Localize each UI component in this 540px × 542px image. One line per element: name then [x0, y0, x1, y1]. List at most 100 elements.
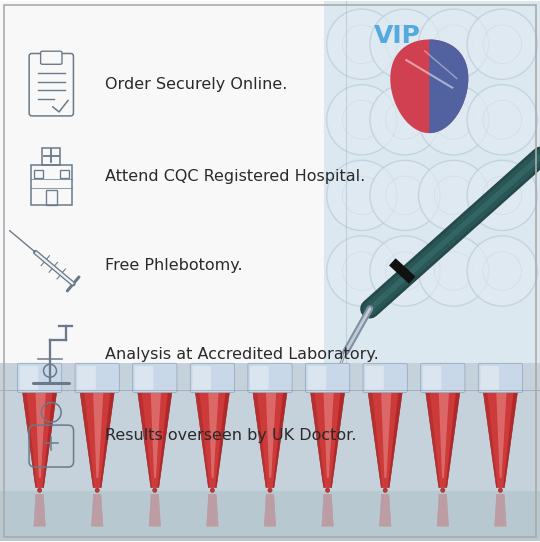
Polygon shape — [438, 391, 449, 478]
Circle shape — [327, 236, 397, 306]
Polygon shape — [138, 391, 152, 488]
Polygon shape — [322, 494, 334, 526]
FancyBboxPatch shape — [478, 363, 523, 392]
Circle shape — [418, 85, 489, 155]
Polygon shape — [495, 494, 507, 526]
FancyBboxPatch shape — [0, 1, 324, 541]
Polygon shape — [195, 391, 230, 488]
Polygon shape — [379, 494, 391, 526]
Polygon shape — [195, 391, 210, 488]
Polygon shape — [388, 391, 402, 488]
Polygon shape — [266, 391, 276, 478]
Polygon shape — [80, 391, 94, 488]
Circle shape — [498, 488, 503, 492]
Circle shape — [327, 9, 397, 79]
FancyBboxPatch shape — [481, 366, 499, 390]
Polygon shape — [496, 391, 507, 478]
Polygon shape — [33, 494, 45, 526]
Circle shape — [467, 160, 537, 230]
Text: Results overseen by UK Doctor.: Results overseen by UK Doctor. — [105, 428, 357, 443]
FancyBboxPatch shape — [40, 51, 62, 64]
Polygon shape — [390, 40, 468, 133]
Polygon shape — [426, 391, 460, 488]
Polygon shape — [206, 494, 218, 526]
Text: VIP: VIP — [374, 24, 420, 48]
Polygon shape — [437, 494, 449, 526]
Polygon shape — [426, 391, 440, 488]
Circle shape — [326, 488, 330, 492]
FancyBboxPatch shape — [324, 1, 540, 541]
FancyBboxPatch shape — [17, 363, 62, 392]
Polygon shape — [310, 391, 325, 488]
Circle shape — [441, 488, 445, 492]
FancyBboxPatch shape — [421, 363, 465, 392]
Polygon shape — [273, 391, 287, 488]
Polygon shape — [495, 494, 507, 526]
Circle shape — [210, 488, 214, 492]
Polygon shape — [368, 391, 402, 488]
Polygon shape — [323, 391, 334, 478]
Polygon shape — [253, 391, 287, 488]
Polygon shape — [264, 494, 276, 526]
Circle shape — [327, 85, 397, 155]
FancyBboxPatch shape — [135, 366, 153, 390]
Circle shape — [268, 488, 272, 492]
Circle shape — [95, 488, 99, 492]
FancyBboxPatch shape — [192, 366, 211, 390]
FancyBboxPatch shape — [306, 363, 350, 392]
Circle shape — [467, 236, 537, 306]
Circle shape — [37, 488, 42, 492]
FancyBboxPatch shape — [363, 363, 407, 392]
Polygon shape — [206, 494, 218, 526]
Polygon shape — [253, 391, 267, 488]
Polygon shape — [149, 494, 161, 526]
Polygon shape — [310, 391, 345, 488]
Polygon shape — [437, 494, 449, 526]
FancyBboxPatch shape — [0, 363, 540, 541]
Circle shape — [467, 85, 537, 155]
Polygon shape — [158, 391, 172, 488]
Text: Free Phlebotomy.: Free Phlebotomy. — [105, 258, 243, 273]
FancyBboxPatch shape — [75, 363, 119, 392]
Polygon shape — [151, 391, 161, 478]
FancyBboxPatch shape — [19, 366, 38, 390]
FancyBboxPatch shape — [248, 363, 292, 392]
FancyBboxPatch shape — [250, 366, 268, 390]
Polygon shape — [208, 391, 219, 478]
Polygon shape — [379, 494, 391, 526]
Circle shape — [383, 488, 387, 492]
Circle shape — [467, 9, 537, 79]
Polygon shape — [503, 391, 518, 488]
Polygon shape — [215, 391, 230, 488]
Circle shape — [370, 160, 440, 230]
Circle shape — [153, 488, 157, 492]
Polygon shape — [93, 391, 104, 478]
Text: Attend CQC Registered Hospital.: Attend CQC Registered Hospital. — [105, 169, 366, 184]
FancyBboxPatch shape — [365, 366, 384, 390]
Polygon shape — [42, 391, 57, 488]
Polygon shape — [91, 494, 103, 526]
FancyBboxPatch shape — [133, 363, 177, 392]
Circle shape — [418, 236, 489, 306]
Polygon shape — [138, 391, 172, 488]
Text: Order Securely Online.: Order Securely Online. — [105, 77, 288, 92]
FancyBboxPatch shape — [190, 363, 234, 392]
Polygon shape — [483, 391, 498, 488]
Polygon shape — [381, 391, 391, 478]
Polygon shape — [322, 494, 334, 526]
FancyBboxPatch shape — [308, 366, 326, 390]
Polygon shape — [33, 494, 45, 526]
Text: Analysis at Accredited Laboratory.: Analysis at Accredited Laboratory. — [105, 347, 379, 362]
Circle shape — [370, 9, 440, 79]
Polygon shape — [22, 391, 57, 488]
FancyBboxPatch shape — [77, 366, 96, 390]
Polygon shape — [80, 391, 114, 488]
Polygon shape — [264, 494, 276, 526]
Circle shape — [418, 9, 489, 79]
Polygon shape — [100, 391, 114, 488]
Polygon shape — [91, 494, 103, 526]
Polygon shape — [446, 391, 460, 488]
Circle shape — [327, 160, 397, 230]
Polygon shape — [483, 391, 518, 488]
Polygon shape — [429, 40, 468, 133]
